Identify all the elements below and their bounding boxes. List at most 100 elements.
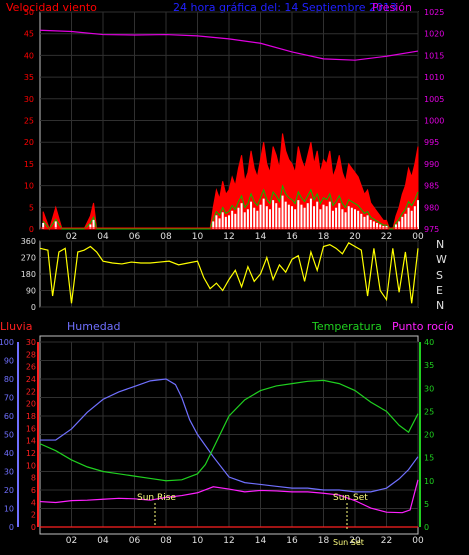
humidity-tick-label: 90 [4,357,14,366]
x-tick-label: 14 [255,536,267,546]
compass-label: E [436,284,443,297]
temp-tick-label: 15 [424,454,434,463]
temp-tick-label: 5 [424,500,429,509]
x-tick-label: 20 [349,536,361,546]
y2-tick-label: 975 [424,225,439,234]
y2-tick-label: 995 [424,138,439,147]
x-tick-label: 10 [192,232,204,242]
y-tick-label: 40 [24,51,34,60]
x-tick-label: 18 [318,536,330,546]
rain-tick-label: 6 [31,486,36,495]
humidity-tick-label: 50 [4,431,14,440]
y-tick-label: 360 [21,237,36,246]
humidity-tick-label: 30 [4,468,14,477]
x-tick-label: 00 [412,232,424,242]
sunrise-label: Sun Rise [137,493,176,503]
humidity-tick-label: 70 [4,394,14,403]
x-tick-label: 10 [192,536,204,546]
x-tick-label: 04 [97,232,109,242]
rain-tick-label: 0 [31,523,36,532]
rain-tick-label: 4 [31,498,36,507]
x-tick-label: 02 [66,536,77,546]
y-tick-label: 5 [29,203,34,212]
sunset-label: Sun Set [333,493,368,503]
compass-label: N [436,299,444,312]
chart-title: 24 hora gráfica del: 14 Septiembre 2013 [173,1,397,14]
humidity-tick-label: 60 [4,412,14,421]
y-tick-label: 15 [24,160,34,169]
humidity-tick-label: 0 [9,523,14,532]
pressure-line [39,29,419,61]
temp-tick-label: 40 [424,338,434,347]
rain-tick-label: 8 [31,474,36,483]
x-tick-label: 18 [318,232,330,242]
dewpoint-title: Punto rocío [392,320,454,333]
temp-tick-label: 10 [424,477,434,486]
compass-label: N [436,238,444,251]
humidity-title: Humedad [67,320,120,333]
temperature-title: Temperatura [311,320,382,333]
sunset-tick-label: Sun Set [333,538,364,547]
rain-tick-label: 20 [26,400,36,409]
y-tick-label: 10 [24,182,34,191]
rain-tick-label: 26 [26,363,36,372]
y-tick-label: 90 [26,287,36,296]
rain-tick-label: 10 [26,461,36,470]
wind-average-line [42,184,419,230]
x-tick-label: 16 [286,536,298,546]
x-tick-label: 12 [223,536,234,546]
rain-tick-label: 12 [26,449,36,458]
y2-tick-label: 1005 [424,95,444,104]
humidity-tick-label: 100 [0,338,14,347]
y-tick-label: 45 [24,30,34,39]
compass-label: W [436,253,447,266]
humidity-tick-label: 80 [4,375,14,384]
temp-tick-label: 0 [424,523,429,532]
y2-tick-label: 1015 [424,51,444,60]
compass-labels: N W S E N [436,238,447,312]
y-tick-label: 0 [29,225,34,234]
temperature-line [39,379,419,482]
temp-tick-label: 25 [424,407,434,416]
x-tick-label: 14 [255,232,267,242]
y2-tick-label: 1025 [424,8,444,17]
y2-tick-label: 990 [424,160,439,169]
temp-tick-label: 30 [424,384,434,393]
x-tick-label: 22 [381,536,392,546]
y-tick-label: 20 [24,138,34,147]
x-tick-label: 22 [381,232,392,242]
wind-panel: 0510152025303540455097598098599099510001… [24,8,445,242]
rain-tick-label: 16 [26,424,36,433]
temp-tick-label: 20 [424,431,434,440]
x-tick-label: 06 [129,536,141,546]
rain-tick-label: 22 [26,387,36,396]
rain-tick-label: 30 [26,338,36,347]
y-tick-label: 50 [24,8,34,17]
temp-tick-label: 35 [424,361,434,370]
humidity-line [40,378,419,493]
x-tick-label: 20 [349,232,361,242]
x-tick-label: 02 [66,232,77,242]
x-tick-label: 00 [412,536,424,546]
wind-direction-line [39,242,419,304]
rain-tick-label: 28 [26,350,36,359]
wind-speed-title: Velocidad viento [6,1,97,14]
y2-tick-label: 980 [424,203,439,212]
y2-tick-label: 1020 [424,30,444,39]
rain-tick-label: 18 [26,412,36,421]
y-tick-label: 0 [31,303,36,312]
compass-label: S [436,269,443,282]
y-tick-label: 180 [21,270,36,279]
y-tick-label: 25 [24,117,34,126]
direction-panel: 0 90 180 270 360 [21,237,419,312]
dewpoint-line [39,479,419,514]
rain-tick-label: 24 [26,375,36,384]
humidity-tick-label: 40 [4,449,14,458]
y-tick-label: 30 [24,95,34,104]
y-tick-label: 270 [21,254,36,263]
y-tick-label: 35 [24,73,34,82]
y2-tick-label: 1000 [424,117,444,126]
x-tick-label: 12 [223,232,234,242]
weather-panel: 0102030405060708090100024681012141618202… [0,338,434,546]
